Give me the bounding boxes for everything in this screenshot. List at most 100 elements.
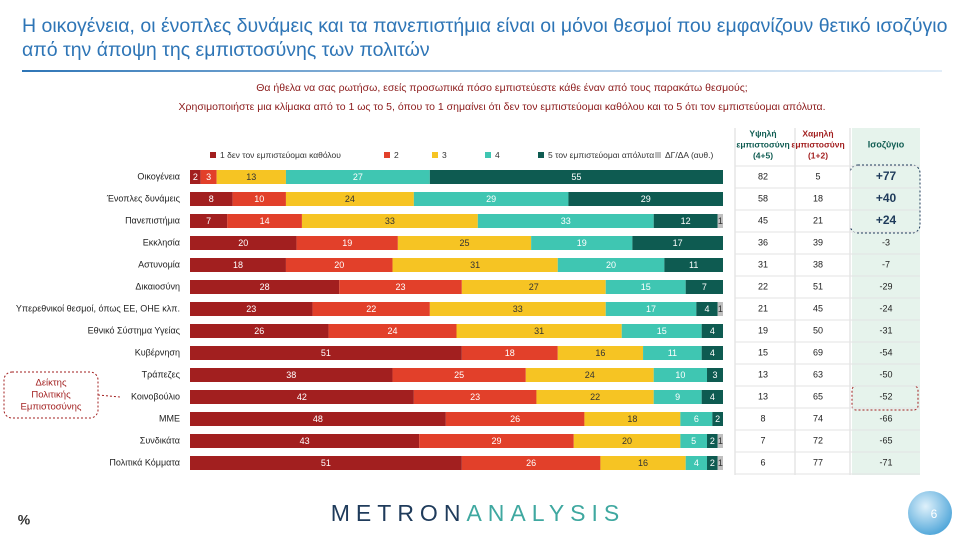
bar-segment <box>461 456 601 470</box>
bar-segment <box>190 346 462 360</box>
table-cell: 51 <box>813 281 823 291</box>
category-label: Δικαιοσύνη <box>135 281 180 291</box>
bar-segment <box>190 390 414 404</box>
bar-segment <box>605 302 697 316</box>
table-header: εμπιστοσύνη <box>791 139 844 149</box>
segment-label: 22 <box>590 392 600 402</box>
bar-segment <box>461 346 558 360</box>
bar-segment <box>701 390 723 404</box>
table-cell: 63 <box>813 369 823 379</box>
category-label: Εθνικό Σύστημα Υγείας <box>88 325 181 335</box>
category-label: Πολιτικά Κόμματα <box>109 457 180 467</box>
bar-segment <box>190 434 420 448</box>
balance-cell: -24 <box>879 303 892 313</box>
segment-label: 43 <box>300 436 310 446</box>
table-cell: 72 <box>813 435 823 445</box>
table-cell: 74 <box>813 413 823 423</box>
balance-cell: +24 <box>876 213 897 227</box>
table-cell: 50 <box>813 325 823 335</box>
bar-segment <box>664 258 723 272</box>
bar-segment <box>600 456 686 470</box>
segment-label: 10 <box>675 370 685 380</box>
bar-segment <box>216 170 286 184</box>
table-cell: 36 <box>758 237 768 247</box>
segment-label: 11 <box>689 260 698 270</box>
segment-label: 16 <box>638 458 648 468</box>
table-cell: 39 <box>813 237 823 247</box>
bar-segment <box>232 192 286 206</box>
segment-label: 7 <box>206 216 211 226</box>
legend-label: 4 <box>495 150 500 160</box>
balance-cell: +77 <box>876 169 897 183</box>
segment-label: 11 <box>668 348 677 358</box>
bar-segment <box>392 258 558 272</box>
category-label: Οικογένεια <box>137 171 180 181</box>
segment-label: 1 <box>718 216 723 226</box>
question-text: Χρησιμοποιήστε μια κλίμακα από το 1 ως τ… <box>179 101 826 113</box>
segment-label: 14 <box>260 216 270 226</box>
category-label: Κοινοβούλιο <box>131 391 180 401</box>
bar-segment <box>568 192 723 206</box>
segment-label: 3 <box>712 370 717 380</box>
category-label: Αστυνομία <box>138 259 180 269</box>
segment-label: 12 <box>681 216 691 226</box>
segment-label: 17 <box>646 304 656 314</box>
bar-segment <box>653 390 702 404</box>
segment-label: 4 <box>710 348 715 358</box>
annotation-connector <box>97 394 121 398</box>
bar-segment <box>397 236 532 250</box>
table-cell: 19 <box>758 325 768 335</box>
segment-label: 55 <box>571 172 581 182</box>
segment-label: 48 <box>313 414 323 424</box>
table-cell: 7 <box>760 435 765 445</box>
bar-segment <box>680 434 708 448</box>
bar-segment <box>717 434 723 448</box>
highlight-box <box>849 164 921 234</box>
segment-label: 27 <box>353 172 363 182</box>
segment-label: 15 <box>641 282 651 292</box>
bar-segment <box>429 170 723 184</box>
category-label: Κυβέρνηση <box>135 347 180 357</box>
table-cell: 65 <box>813 391 823 401</box>
bar-segment <box>285 192 414 206</box>
bar-segment <box>190 280 340 294</box>
bar-segment <box>200 170 217 184</box>
slide-title: Η οικογένεια, οι ένοπλες δυνάμεις και τα… <box>22 15 948 61</box>
table-header: Υψηλή <box>749 128 776 138</box>
table-header: Χαμηλή <box>802 128 833 138</box>
category-label: Εκκλησία <box>143 237 180 247</box>
bar-segment <box>584 412 681 426</box>
legend-label: 2 <box>394 150 399 160</box>
category-label: Υπερεθνικοί θεσμοί, όπως ΕΕ, ΟΗΕ κλπ. <box>16 303 180 313</box>
bar-segment <box>296 236 398 250</box>
table-header: (1+2) <box>808 150 828 160</box>
table-cell: 38 <box>813 259 823 269</box>
bar-segment <box>227 214 302 228</box>
table-cell: 6 <box>760 457 765 467</box>
legend-swatch <box>384 152 390 158</box>
segment-label: 18 <box>505 348 515 358</box>
segment-label: 42 <box>297 392 307 402</box>
legend-label: 5 τον εμπιστεύομαι απόλυτα <box>548 150 654 160</box>
segment-label: 26 <box>526 458 536 468</box>
segment-label: 23 <box>246 304 256 314</box>
segment-label: 18 <box>233 260 243 270</box>
segment-label: 25 <box>454 370 464 380</box>
bar-segment <box>190 236 297 250</box>
segment-label: 2 <box>710 458 715 468</box>
segment-label: 4 <box>710 326 715 336</box>
annotation-text: Εμπιστοσύνης <box>21 402 82 413</box>
segment-label: 1 <box>718 458 723 468</box>
bar-segment <box>685 456 708 470</box>
segment-label: 8 <box>209 194 214 204</box>
segment-label: 25 <box>459 238 469 248</box>
segment-label: 29 <box>491 436 501 446</box>
segment-label: 33 <box>513 304 523 314</box>
page-number: 6 <box>931 507 938 521</box>
table-header: (4+5) <box>753 150 773 160</box>
bar-segment <box>312 302 430 316</box>
category-label: Συνδικάτα <box>140 435 180 445</box>
balance-cell: -66 <box>879 413 892 423</box>
bar-segment <box>190 456 462 470</box>
